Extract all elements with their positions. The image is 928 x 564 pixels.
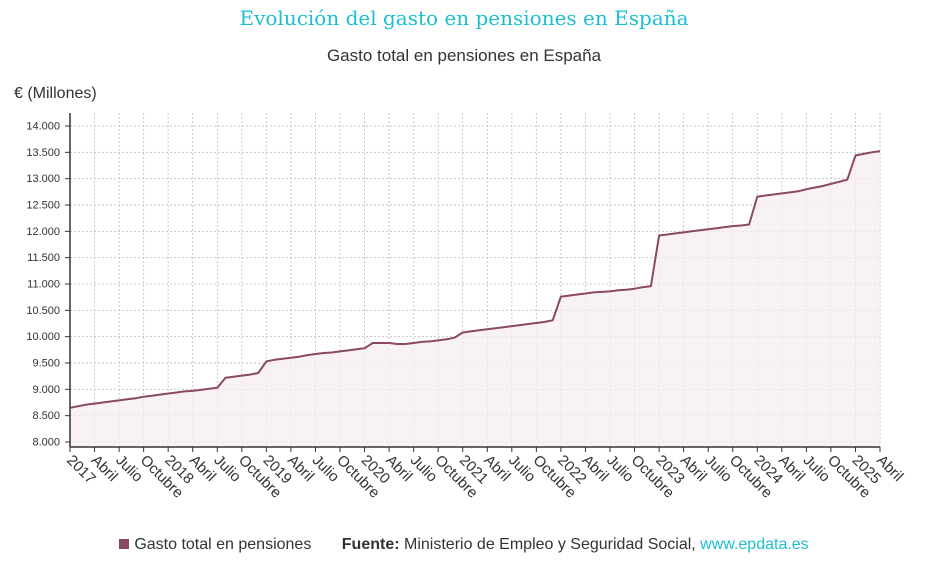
y-tick-label: 12.000 — [26, 226, 60, 238]
source-link[interactable]: www.epdata.es — [700, 536, 809, 553]
y-tick-label: 9.500 — [32, 358, 60, 370]
source-label: Fuente: — [341, 536, 400, 553]
y-tick-label: 13.500 — [26, 147, 60, 159]
y-tick-label: 9.000 — [32, 384, 60, 396]
y-tick-label: 12.500 — [26, 200, 60, 212]
x-tick-label: Julio — [701, 452, 735, 486]
x-tick-label: Julio — [309, 452, 343, 486]
y-tick-label: 8.000 — [32, 437, 60, 449]
chart-plot: 8.000 8.500 9.000 9.500 10.000 10.500 11.000 11… — [26, 113, 906, 502]
series-area — [70, 151, 880, 448]
y-tick-label: 8.500 — [32, 410, 60, 422]
x-tick-label: Julio — [210, 452, 244, 486]
x-tick-label: Julio — [407, 452, 441, 486]
legend-label: Gasto total en pensiones — [134, 536, 312, 553]
y-tick-label: 11.000 — [27, 279, 60, 291]
y-tick-label: 14.000 — [26, 121, 60, 133]
x-tick-label: Julio — [800, 452, 834, 486]
y-tick-label: 11.500 — [27, 252, 60, 264]
page-title: Evolución del gasto en pensiones en Espa… — [239, 6, 689, 30]
x-tick-label: Julio — [603, 452, 637, 486]
y-axis-label: € (Millones) — [14, 85, 97, 102]
x-tick-label: Julio — [112, 452, 146, 486]
chart-footer: Gasto total en pensiones Fuente: Ministe… — [0, 536, 928, 554]
x-tick-label: Julio — [505, 452, 539, 486]
y-tick-label: 13.000 — [26, 173, 60, 185]
chart-title: Gasto total en pensiones en España — [326, 46, 602, 65]
legend-swatch — [119, 539, 130, 549]
source-text: Ministerio de Empleo y Seguridad Social, — [404, 536, 696, 553]
series-line — [69, 150, 881, 409]
y-tick-label: 10.000 — [26, 331, 60, 343]
y-tick-label: 10.500 — [26, 305, 60, 317]
